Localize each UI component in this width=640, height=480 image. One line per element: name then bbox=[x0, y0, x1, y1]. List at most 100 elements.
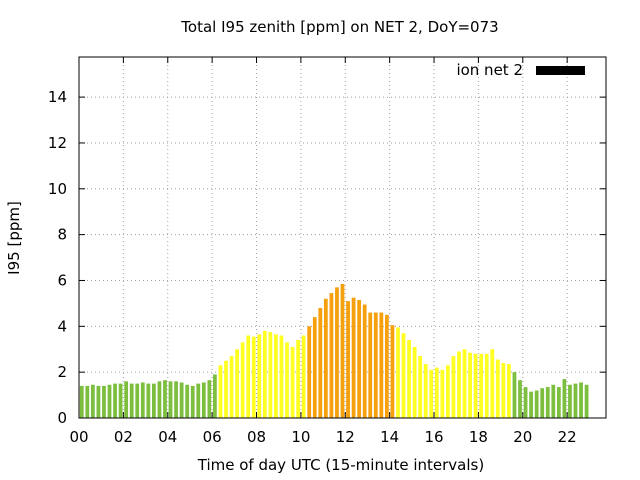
bar bbox=[301, 335, 306, 418]
bar bbox=[323, 298, 328, 418]
legend: ion net 2 bbox=[456, 61, 585, 79]
bar bbox=[329, 293, 334, 418]
bar bbox=[168, 381, 173, 418]
bar bbox=[235, 349, 239, 418]
bar bbox=[85, 385, 90, 418]
legend-label: ion net 2 bbox=[456, 61, 523, 79]
bar bbox=[124, 381, 129, 418]
bar bbox=[573, 383, 578, 418]
bar bbox=[240, 342, 245, 418]
bar bbox=[146, 383, 151, 418]
x-tick-label: 08 bbox=[247, 428, 266, 446]
bar bbox=[196, 383, 201, 418]
x-tick-label: 20 bbox=[513, 428, 532, 446]
bar bbox=[529, 391, 533, 418]
x-axis-label: Time of day UTC (15-minute intervals) bbox=[197, 456, 484, 474]
x-tick-label: 12 bbox=[336, 428, 355, 446]
bar bbox=[446, 365, 450, 418]
bar bbox=[102, 385, 106, 418]
bar bbox=[346, 301, 350, 418]
bar bbox=[201, 382, 206, 418]
bar bbox=[556, 387, 561, 418]
chart-title: Total I95 zenith [ppm] on NET 2, DoY=073 bbox=[180, 18, 498, 36]
bar bbox=[518, 380, 522, 418]
y-tick-label: 14 bbox=[48, 88, 67, 106]
bar bbox=[357, 299, 362, 418]
bar bbox=[562, 379, 567, 418]
bar bbox=[79, 385, 84, 418]
x-tick-label: 14 bbox=[380, 428, 399, 446]
bar bbox=[251, 336, 256, 418]
bar bbox=[107, 384, 112, 418]
bar bbox=[296, 340, 300, 418]
bar bbox=[373, 312, 378, 418]
bar bbox=[290, 346, 295, 418]
bar bbox=[213, 374, 217, 418]
bar bbox=[540, 388, 545, 418]
bar bbox=[174, 381, 178, 418]
bar bbox=[163, 380, 167, 418]
bar bbox=[152, 383, 156, 418]
plot-frame bbox=[78, 56, 607, 419]
bar bbox=[246, 335, 251, 418]
bar bbox=[285, 342, 289, 418]
bar bbox=[440, 369, 445, 418]
x-tick-label: 06 bbox=[203, 428, 222, 446]
bar bbox=[407, 340, 411, 418]
bar bbox=[307, 326, 312, 418]
bar bbox=[584, 384, 589, 418]
grid bbox=[79, 57, 606, 418]
bar bbox=[340, 283, 345, 418]
bar bbox=[351, 297, 356, 418]
bar bbox=[396, 327, 400, 418]
bar bbox=[384, 314, 389, 418]
bar bbox=[434, 367, 439, 418]
bar bbox=[268, 332, 273, 418]
bar bbox=[468, 352, 472, 418]
x-tick-label: 22 bbox=[558, 428, 577, 446]
legend-swatch bbox=[536, 66, 585, 75]
x-tick-label: 18 bbox=[469, 428, 488, 446]
bar bbox=[140, 382, 145, 418]
bar bbox=[207, 380, 212, 418]
bar bbox=[545, 387, 550, 418]
bar bbox=[279, 335, 284, 418]
bar bbox=[229, 356, 234, 418]
y-tick-label: 10 bbox=[48, 180, 67, 198]
bar bbox=[113, 383, 117, 418]
bar bbox=[501, 362, 506, 418]
bar bbox=[534, 390, 539, 418]
y-axis-label: I95 [ppm] bbox=[5, 201, 23, 275]
y-tick-label: 6 bbox=[57, 271, 67, 289]
bar bbox=[96, 385, 101, 418]
bar bbox=[512, 372, 517, 418]
y-tick-label: 0 bbox=[57, 409, 67, 427]
bar bbox=[523, 387, 528, 418]
bar bbox=[579, 382, 583, 418]
x-tick-label: 02 bbox=[114, 428, 133, 446]
bar bbox=[551, 384, 556, 418]
bar bbox=[390, 325, 395, 418]
bar bbox=[418, 356, 423, 418]
bar bbox=[185, 384, 190, 418]
bar bbox=[312, 317, 317, 418]
bar bbox=[262, 330, 267, 418]
bar bbox=[451, 356, 456, 418]
bar bbox=[401, 333, 406, 418]
bar bbox=[457, 351, 461, 418]
bar bbox=[90, 384, 95, 418]
bar bbox=[423, 364, 428, 418]
bar bbox=[157, 381, 162, 418]
bar bbox=[135, 383, 140, 418]
bar bbox=[224, 360, 228, 418]
bar bbox=[462, 349, 467, 418]
bar bbox=[473, 353, 478, 418]
bar bbox=[490, 349, 495, 418]
x-tick-label: 00 bbox=[69, 428, 88, 446]
bar bbox=[507, 364, 511, 418]
bar bbox=[129, 383, 134, 418]
y-tick-label: 4 bbox=[57, 317, 67, 335]
y-tick-label: 8 bbox=[57, 226, 67, 244]
bar bbox=[335, 287, 339, 418]
bar bbox=[484, 353, 489, 418]
